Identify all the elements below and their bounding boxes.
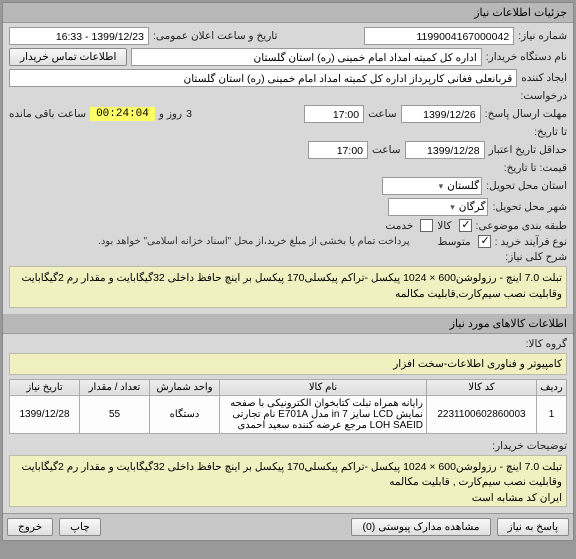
main-panel: جزئیات اطلاعات نیاز شماره نیاز: 11990041…	[2, 2, 574, 541]
delivery-city-dropdown[interactable]: گرگان	[388, 198, 488, 216]
partial-checkbox[interactable]	[478, 235, 491, 248]
deadline-time-field: 17:00	[304, 105, 364, 123]
cell-qty: 55	[80, 395, 150, 433]
buyer-org-label: نام دستگاه خریدار:	[486, 51, 567, 63]
service-label: خدمت	[385, 220, 413, 232]
to-date-label: تا تاریخ:	[534, 126, 567, 138]
announce-field: 1399/12/23 - 16:33	[9, 27, 149, 45]
th-code: کد کالا	[427, 379, 537, 395]
cell-idx: 1	[537, 395, 567, 433]
min-validity-time-label: ساعت	[372, 144, 401, 156]
deadline-label: مهلت ارسال پاسخ:	[485, 108, 567, 120]
buyer-notes-label: توضیحات خریدار:	[492, 440, 567, 452]
th-date: تاریخ نیاز	[10, 379, 80, 395]
cell-code: 2231100602860003	[427, 395, 537, 433]
items-table: ردیف کد کالا نام کالا واحد شمارش تعداد /…	[9, 379, 567, 434]
delivery-city-label: شهر محل تحویل:	[492, 201, 567, 213]
creator-field: قربانعلی فغانی کارپرداز اداره کل کمیته ا…	[9, 69, 517, 87]
cell-name: رایانه همراه تبلت کتابخوان الکترونیکی با…	[220, 395, 427, 433]
announce-label: تاریخ و ساعت اعلان عمومی:	[153, 30, 277, 42]
partial-label: متوسط	[438, 236, 471, 248]
remaining-time: 00:24:04	[90, 107, 155, 121]
delivery-province-label: استان محل تحویل:	[486, 180, 567, 192]
cell-date: 1399/12/28	[10, 395, 80, 433]
th-row: ردیف	[537, 379, 567, 395]
general-title-box: تبلت 7.0 اینچ - رزولوشن600 × 1024 پیکسل …	[9, 266, 567, 308]
min-validity-date-field: 1399/12/28	[405, 141, 485, 159]
need-number-field: 1199004167000042	[364, 27, 514, 45]
respond-button[interactable]: پاسخ به نیاز	[497, 518, 569, 536]
deadline-time-label: ساعت	[368, 108, 397, 120]
attachments-button[interactable]: مشاهده مدارک پیوستی (0)	[351, 518, 490, 536]
print-button[interactable]: چاپ	[59, 518, 101, 536]
goods-label: کالا	[437, 220, 451, 232]
creator-label: ایجاد کننده	[521, 72, 567, 84]
remaining-days-label: روز و	[159, 108, 182, 120]
buyer-contact-button[interactable]: اطلاعات تماس خریدار	[9, 48, 127, 66]
table-header-row: ردیف کد کالا نام کالا واحد شمارش تعداد /…	[10, 379, 567, 395]
delivery-province-value: گلستان	[447, 180, 479, 192]
table-row[interactable]: 1 2231100602860003 رایانه همراه تبلت کتا…	[10, 395, 567, 433]
form-body: شماره نیاز: 1199004167000042 تاریخ و ساع…	[3, 23, 573, 314]
budget-label: طبقه بندی موضوعی:	[476, 220, 567, 232]
purchase-label: نوع فرآیند خرید :	[495, 236, 567, 248]
purchase-note: پرداخت تمام یا بخشی از مبلغ خرید،از محل …	[98, 236, 410, 247]
th-name: نام کالا	[220, 379, 427, 395]
delivery-province-dropdown[interactable]: گلستان	[382, 177, 482, 195]
th-qty: تعداد / مقدار	[80, 379, 150, 395]
service-checkbox[interactable]	[420, 219, 433, 232]
goods-checkbox[interactable]	[459, 219, 472, 232]
request-label: درخواست:	[520, 90, 567, 102]
footer-bar: پاسخ به نیاز مشاهده مدارک پیوستی (0) چاپ…	[3, 513, 573, 540]
cell-unit: دستگاه	[150, 395, 220, 433]
group-label: گروه کالا:	[526, 338, 567, 350]
need-number-label: شماره نیاز:	[518, 30, 567, 42]
panel-title: جزئیات اطلاعات نیاز	[3, 3, 573, 23]
general-title-label: شرح کلی نیاز:	[505, 251, 567, 263]
min-validity-label: حداقل تاریخ اعتبار	[489, 144, 567, 156]
buyer-notes-box: تبلت 7.0 اینچ - رزولوشن600 × 1024 پیکسل …	[9, 455, 567, 507]
group-value-box: کامپیوتر و فناوری اطلاعات-سخت افزار	[9, 353, 567, 375]
price-to-label: قیمت: تا تاریخ:	[504, 162, 567, 174]
remaining-days: 3	[186, 108, 192, 120]
exit-button[interactable]: خروج	[7, 518, 53, 536]
items-body: گروه کالا: کامپیوتر و فناوری اطلاعات-سخت…	[3, 334, 573, 513]
items-section-header: اطلاعات کالاهای مورد نیاز	[3, 314, 573, 334]
delivery-city-value: گرگان	[459, 201, 486, 213]
th-unit: واحد شمارش	[150, 379, 220, 395]
buyer-org-field: اداره کل کمیته امداد امام خمینی (ره) است…	[131, 48, 481, 66]
min-validity-time-field: 17:00	[308, 141, 368, 159]
deadline-date-field: 1399/12/26	[401, 105, 481, 123]
remaining-label: ساعت باقی مانده	[9, 108, 86, 120]
